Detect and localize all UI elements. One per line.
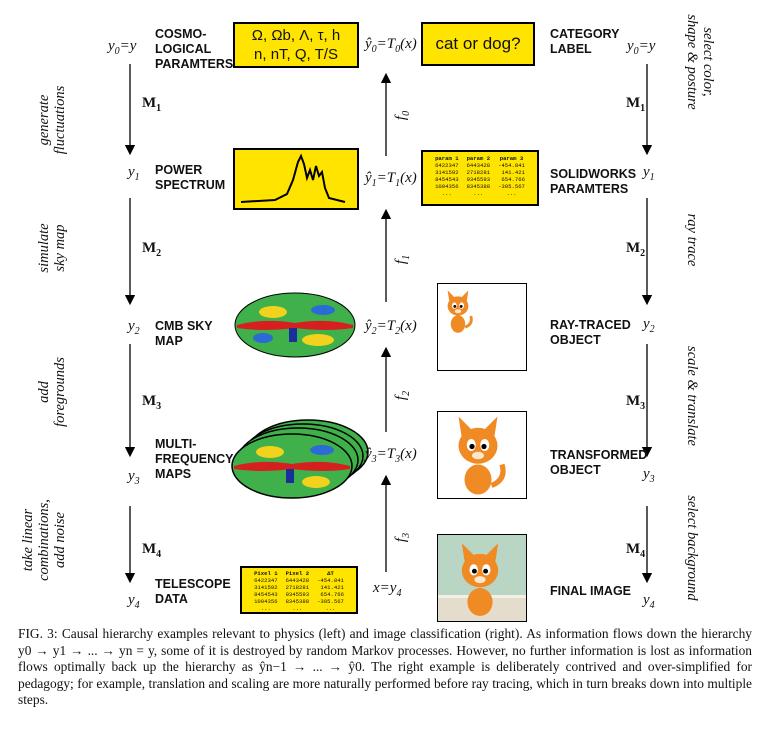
category-box: cat or dog? xyxy=(421,22,535,66)
right-markov-1: M1 xyxy=(626,95,646,114)
left-y1: y1 xyxy=(128,164,140,183)
ray-traced-object-image xyxy=(437,283,527,371)
caption-label: FIG. 3: xyxy=(18,626,58,641)
right-markov-2: M2 xyxy=(626,240,646,259)
estimate-y2: ŷ2=T2(x) xyxy=(365,318,417,337)
right-level-0-label: CATEGORY LABEL xyxy=(550,27,620,56)
left-markov-1: M1 xyxy=(142,95,162,114)
multi-frequency-maps xyxy=(231,419,369,499)
right-y0: y0=y xyxy=(627,38,656,57)
right-process-2: ray trace xyxy=(684,213,700,267)
arrows-layer xyxy=(124,64,653,584)
transformed-object-image xyxy=(437,411,527,499)
right-y4: y4 xyxy=(643,592,655,611)
left-y3: y3 xyxy=(128,468,140,487)
cat-with-background-icon xyxy=(438,535,526,621)
telescope-data-table: Pixel 1 Pixel 2 ΔT 6422347 6443428 -454.841 … xyxy=(240,566,358,614)
right-y2: y2 xyxy=(643,316,655,335)
power-spectrum-curve xyxy=(240,153,346,203)
left-level-3-label: MULTI- FREQUENCY MAPS xyxy=(155,437,234,481)
power-spectrum-box xyxy=(233,148,359,210)
right-markov-4: M4 xyxy=(626,541,646,560)
cmb-sky-map xyxy=(234,292,356,358)
caption-text: Causal hierarchy examples relevant to ph… xyxy=(18,626,752,707)
right-level-3-label: TRANSFORMED OBJECT xyxy=(550,448,648,477)
left-level-4-label: TELESCOPE DATA xyxy=(155,577,231,606)
right-process-1: select color, shape & posture xyxy=(684,14,716,110)
left-level-0-label: COSMO- LOGICAL PARAMTERS xyxy=(155,27,234,71)
right-markov-3: M3 xyxy=(626,393,646,412)
left-level-1-label: POWER SPECTRUM xyxy=(155,163,226,192)
right-y3: y3 xyxy=(643,466,655,485)
left-y2: y2 xyxy=(128,318,140,337)
estimate-y0: ŷ0=T0(x) xyxy=(365,36,417,55)
right-process-3: scale & translate xyxy=(684,346,700,446)
right-level-4-label: FINAL IMAGE xyxy=(550,584,632,598)
cosmo-params-text: Ω, Ωb, Λ, τ, h n, nT, Q, T/S xyxy=(251,27,341,63)
solidworks-params-table: param 1 param 2 param 3 6422347 6443428 -454… xyxy=(421,150,539,206)
large-cat-icon xyxy=(458,416,506,495)
right-process-4: select background xyxy=(684,495,700,601)
left-markov-2: M2 xyxy=(142,240,162,259)
small-cat-icon xyxy=(447,290,473,333)
right-level-2-label: RAY-TRACED OBJECT xyxy=(550,318,631,347)
left-y4: y4 xyxy=(128,592,140,611)
estimate-y3: ŷ3=T3(x) xyxy=(365,446,417,465)
left-markov-3: M3 xyxy=(142,393,162,412)
category-box-text: cat or dog? xyxy=(435,34,521,53)
cosmo-params-box: Ω, Ωb, Λ, τ, h n, nT, Q, T/S xyxy=(233,22,359,68)
estimate-y1: ŷ1=T1(x) xyxy=(365,170,417,189)
left-y0: y0=y xyxy=(108,38,137,57)
figure-caption: FIG. 3: Causal hierarchy examples releva… xyxy=(18,626,752,709)
left-markov-4: M4 xyxy=(142,541,162,560)
right-level-1-label: SOLIDWORKS PARAMTERS xyxy=(550,167,637,196)
right-y1: y1 xyxy=(643,164,655,183)
x-equals-y4: x=y4 xyxy=(373,580,402,599)
left-level-2-label: CMB SKY MAP xyxy=(155,319,213,348)
final-image xyxy=(437,534,527,622)
